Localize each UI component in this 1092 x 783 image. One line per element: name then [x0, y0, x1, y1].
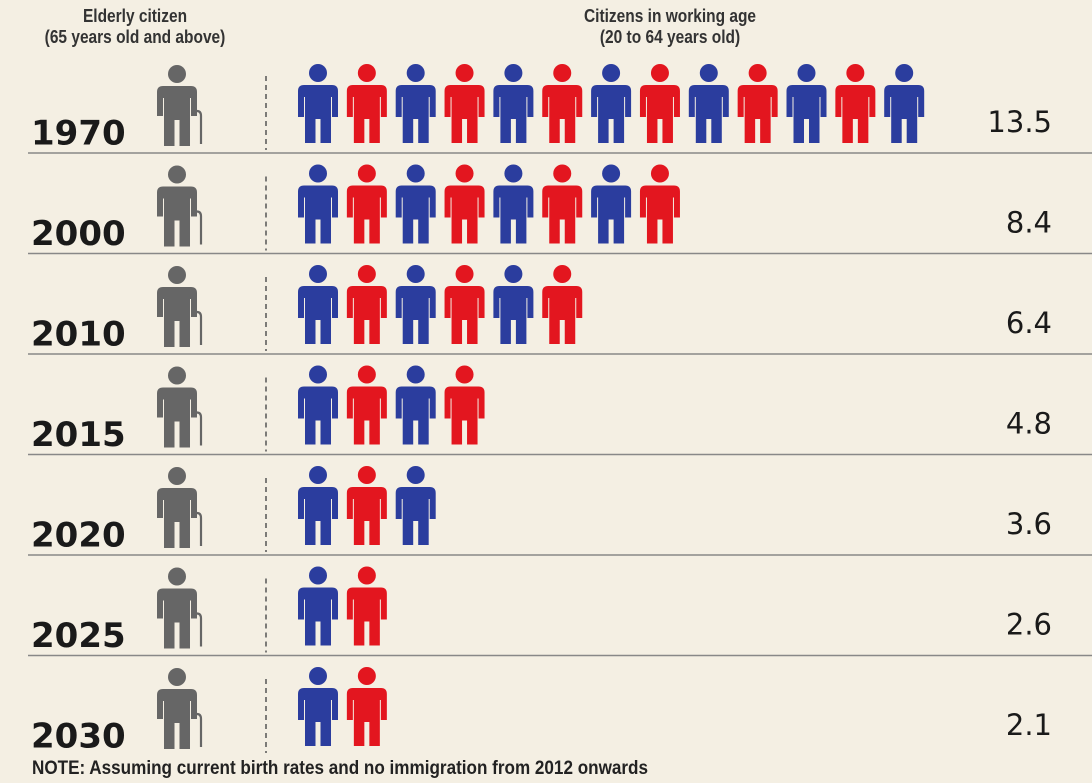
worker-person-icon [346, 566, 387, 646]
ratio-value-label: 6.4 [1006, 306, 1052, 340]
worker-person-icon [639, 164, 680, 244]
worker-person-icon [298, 667, 338, 746]
worker-person-icon [395, 164, 436, 244]
worker-person-icon [444, 265, 485, 344]
elderly-column-header: Elderly citizen (65 years old and above) [19, 6, 251, 48]
worker-person-icon [346, 265, 387, 344]
worker-person-icon [298, 265, 338, 344]
elderly-person-icon [155, 566, 203, 649]
worker-person-icon [542, 164, 583, 244]
worker-person-icon [346, 64, 387, 143]
worker-person-icon [395, 64, 436, 143]
worker-person-icon [884, 64, 925, 143]
worker-person-icon [298, 64, 338, 143]
worker-person-icon [786, 64, 827, 143]
ratio-value-label: 3.6 [1006, 507, 1052, 541]
worker-person-icon [591, 164, 632, 244]
worker-person-icon [835, 64, 876, 143]
elderly-person-icon [155, 64, 203, 146]
worker-person-icon [933, 64, 954, 143]
row-2000: 2000 8.4 [28, 152, 1092, 254]
elderly-person-icon [155, 667, 203, 749]
row-2030: 2030 2.1 [28, 654, 1092, 757]
worker-person-icon [493, 164, 534, 244]
year-label: 2000 [31, 214, 126, 254]
worker-person-icon [542, 64, 583, 143]
worker-person-icon [737, 64, 778, 143]
ratio-value-label: 4.8 [1006, 407, 1052, 441]
worker-person-icon [591, 265, 607, 344]
footnote: NOTE: Assuming current birth rates and n… [32, 758, 649, 779]
year-label: 2020 [31, 516, 126, 556]
worker-person-icon [395, 667, 399, 746]
worker-person-icon [639, 64, 680, 143]
ratio-value-label: 8.4 [1006, 206, 1052, 240]
elderly-person-icon [155, 365, 203, 448]
ratio-value-label: 2.6 [1006, 608, 1052, 642]
year-label: 1970 [31, 114, 126, 154]
elderly-header-title: Elderly citizen [82, 6, 188, 26]
elderly-person-icon [155, 466, 203, 548]
worker-person-icon [591, 64, 632, 143]
worker-person-icon [444, 164, 485, 244]
worker-person-icon [542, 265, 583, 344]
row-2025: 2025 2.6 [28, 554, 1092, 656]
working-header-title: Citizens in working age [583, 6, 757, 26]
worker-person-icon [395, 566, 421, 646]
year-label: 2015 [31, 415, 126, 455]
elderly-person-icon [155, 265, 203, 347]
worker-person-icon [444, 365, 485, 445]
ratio-value-label: 13.5 [987, 105, 1052, 139]
worker-person-icon [395, 365, 436, 445]
ratio-value-label: 2.1 [1006, 708, 1052, 742]
row-2015: 2015 4.8 [28, 353, 1092, 455]
worker-person-icon [444, 466, 469, 545]
worker-person-icon [346, 466, 387, 545]
worker-person-icon [346, 365, 387, 445]
worker-person-icon [444, 64, 485, 143]
row-2020: 2020 3.6 [28, 453, 1092, 556]
worker-person-icon [688, 164, 705, 244]
worker-person-icon [298, 566, 338, 646]
year-label: 2025 [31, 616, 126, 656]
worker-person-icon [346, 667, 387, 746]
year-label: 2010 [31, 315, 126, 355]
row-1970: 1970 13.5 [31, 64, 1052, 154]
elderly-header-subtitle: (65 years old and above) [44, 27, 226, 47]
worker-person-icon [298, 164, 338, 244]
row-2010: 2010 6.4 [28, 252, 1092, 355]
elderly-person-icon [155, 164, 203, 247]
worker-person-icon [298, 466, 338, 545]
worker-person-icon [688, 64, 729, 143]
worker-person-icon [493, 265, 534, 344]
year-label: 2030 [31, 717, 126, 757]
worker-person-icon [346, 164, 387, 244]
working-column-header: Citizens in working age (20 to 64 years … [498, 6, 842, 48]
working-header-subtitle: (20 to 64 years old) [599, 27, 741, 47]
worker-person-icon [493, 64, 534, 143]
worker-person-icon [395, 265, 436, 344]
worker-person-icon [395, 466, 436, 545]
worker-person-icon [298, 365, 338, 445]
worker-person-icon [493, 365, 527, 445]
